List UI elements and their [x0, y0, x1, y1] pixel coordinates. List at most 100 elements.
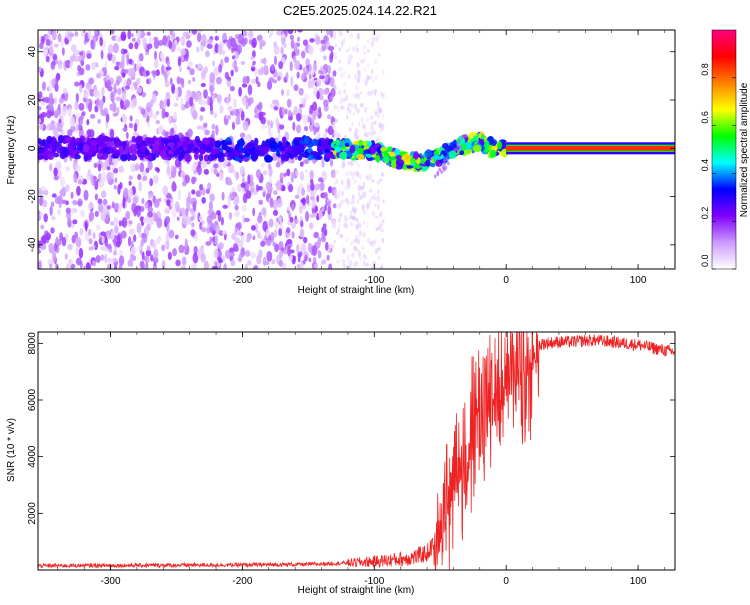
spectrogram-cell [339, 233, 344, 238]
spectrogram-cell [130, 33, 134, 38]
spectrogram-cell [233, 200, 237, 206]
spectrogram-cell [273, 190, 278, 196]
spectrogram-cell [465, 133, 468, 138]
spectrogram-cell [106, 205, 111, 210]
spectrogram-cell [147, 121, 151, 128]
spectrogram-cell [135, 30, 142, 38]
spectrogram-cell [273, 229, 278, 238]
spectrogram-cell [338, 47, 342, 52]
spectrogram-cell [111, 257, 118, 263]
spectrogram-cell [333, 51, 337, 55]
spectrogram-cell [324, 75, 329, 83]
spectrogram-cell [168, 204, 172, 210]
spectrogram-cell [198, 153, 204, 162]
spectrogram-cell [109, 103, 113, 111]
spectrogram-cell [378, 32, 381, 39]
spectrogram-cell [288, 184, 294, 193]
spectrogram-cell [59, 97, 64, 104]
spectrogram-cell [294, 49, 300, 57]
spectrogram-cell [244, 263, 249, 269]
spectrogram-cell [217, 43, 223, 55]
spectrogram-cell [447, 161, 450, 166]
spectrogram-cell [221, 216, 224, 226]
spectrogram-cell [294, 194, 300, 199]
spectrogram-cell [182, 141, 188, 148]
spectrogram-cell [100, 171, 107, 182]
spectrogram-cell [233, 98, 237, 109]
spectrogram-cell [114, 65, 120, 71]
spectrogram-cell [278, 60, 284, 70]
spectrogram-cell [40, 243, 47, 251]
spectrogram-cell [245, 190, 252, 199]
spectrogram-cell [81, 111, 86, 117]
spectrogram-cell [182, 214, 188, 225]
spectrogram-cell [275, 179, 282, 191]
spectrogram-cell [359, 102, 364, 108]
spectrogram-cell [360, 117, 364, 122]
spectrogram-cell [218, 63, 223, 73]
spectrogram-cell [357, 191, 361, 196]
spectrogram-cell [348, 265, 352, 269]
spectrogram-cell [277, 132, 281, 141]
spectrogram-cell [247, 174, 251, 185]
spectrogram-cell [346, 182, 351, 189]
spectrogram-cell [374, 110, 378, 116]
spectrogram-cell [99, 148, 104, 155]
spectrogram-cell [377, 246, 381, 252]
spectrogram-cell [146, 223, 152, 231]
spectrogram-cell [337, 30, 342, 37]
spectrogram-cell [164, 72, 168, 83]
spectrogram-cell [265, 239, 272, 247]
spectrogram-cell [337, 132, 341, 139]
spectrogram-cell [100, 254, 105, 261]
spectrogram-cell [65, 207, 71, 214]
spectrogram-cell [258, 199, 264, 205]
spectrogram-cell [294, 149, 299, 157]
spectrogram-cell [227, 156, 233, 161]
spectrogram-cell [320, 259, 327, 265]
spectrogram-cell [38, 248, 41, 255]
spectrogram-cell [365, 222, 369, 228]
snr-plot: -300 -200 -100 0 100 2000 4000 6000 8000 Height … [6, 331, 676, 596]
spectrogram-cell [292, 55, 297, 63]
spectrogram-cell [282, 262, 287, 269]
spectrogram-cell [90, 129, 95, 139]
spectrogram-cell [87, 30, 92, 40]
spectrogram-cell [308, 45, 314, 55]
spectrogram-cell [295, 124, 302, 134]
spectrogram-cell [44, 149, 51, 155]
spectrogram-cell [366, 174, 370, 181]
spectrogram-cell [144, 255, 150, 264]
spectrogram-cell [333, 239, 336, 244]
spectrogram-cell [348, 178, 352, 184]
spectrogram-cell [147, 160, 153, 171]
snr-y-tick-label: 4000 [27, 445, 38, 468]
spectrogram-cell [269, 103, 275, 109]
spectrogram-cell [78, 67, 85, 76]
spectrogram-cell [214, 234, 219, 246]
spectrogram-cell [76, 185, 81, 196]
spectrogram-cell [276, 30, 283, 36]
spectrogram-cell [354, 260, 359, 267]
spectrogram-cell [157, 197, 162, 203]
spectrogram-y-tick-label: 40 [27, 46, 38, 58]
spectrogram-cell [120, 31, 127, 41]
spectrogram-cell [114, 265, 118, 269]
spectrogram-cell [309, 38, 315, 43]
spectrogram-cell [254, 223, 258, 233]
spectrogram-cell [147, 193, 152, 200]
spectrogram-cell [112, 43, 119, 54]
spectrogram-cell [224, 141, 233, 146]
spectrogram-cell [174, 201, 180, 212]
spectrogram-cell [51, 60, 56, 66]
spectrogram-cell [364, 132, 369, 138]
spectrogram-cell [261, 124, 267, 130]
spectrogram-cell [90, 39, 95, 50]
spectrogram-cell [94, 193, 99, 201]
spectrogram-cell [391, 159, 397, 169]
spectrogram-cell [258, 101, 262, 112]
spectrogram-cell [358, 256, 363, 262]
snr-frame [37, 331, 676, 571]
spectrogram-cell [458, 138, 461, 143]
